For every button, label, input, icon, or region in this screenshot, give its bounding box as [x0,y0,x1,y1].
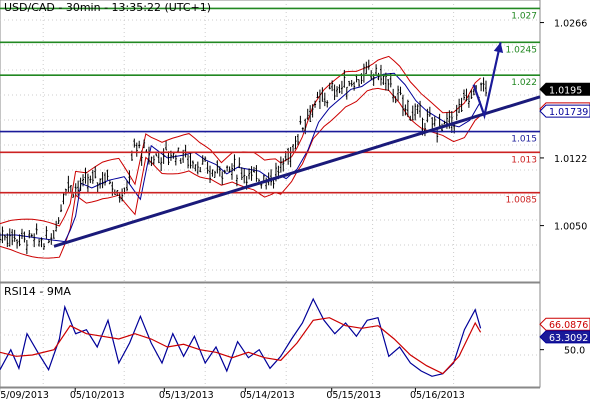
x-axis-date-label: 05/13/2013 [159,390,214,400]
x-axis-date-label: 05/10/2013 [70,390,125,400]
y-axis-tick-label: 1.0266 [554,19,587,30]
chart-title: USD/CAD - 30min - 13:35:22 (UTC+1) [4,1,211,14]
x-axis-date-label: 05/14/2013 [240,390,295,400]
rsi-pane-frame [0,282,541,388]
forecast-arrow-line [472,42,502,120]
level-label: 1.027 [511,11,537,21]
price-pane-frame [0,0,541,283]
price-tag-box [539,82,590,96]
rsi-pane [0,283,540,387]
level-label: 1.0245 [506,45,538,55]
rsi-line [0,297,482,377]
level-label: 1.015 [511,135,537,145]
price-tag-box [539,104,590,118]
price-tag-label: 1.0195 [549,85,582,96]
x-axis-date-label: 05/15/2013 [326,390,381,400]
y-axis-tick-label: 1.0122 [554,154,587,165]
level-label: 1.022 [511,78,537,88]
price-tag-label: 1.01739 [549,107,588,118]
rsi-ma-line [0,317,482,375]
rsi-value-tag-label: 63.3092 [549,333,588,344]
rsi-value-tag-label: 66.0876 [549,320,588,331]
bollinger-lower-band [0,87,481,259]
rsi-title: RSI14 - 9MA [4,285,71,298]
x-axis-date-label: 05/16/2013 [410,390,465,400]
rsi-value-tag-box [539,317,590,331]
level-label: 1.013 [511,155,537,165]
support-trendline [53,95,541,248]
rsi-value-tag-box [539,330,590,344]
x-axis-date-label: 05/09/2013 [0,390,49,400]
price-pane: 1.027 1.0245 1.022 1.015 1.013 1.0085 [0,0,541,282]
forecast-arrow-head [493,42,504,53]
rsi-axis-tick-label: 50.0 [564,346,585,357]
level-label: 1.0085 [506,196,538,206]
y-axis-tick-label: 1.0050 [554,222,587,233]
